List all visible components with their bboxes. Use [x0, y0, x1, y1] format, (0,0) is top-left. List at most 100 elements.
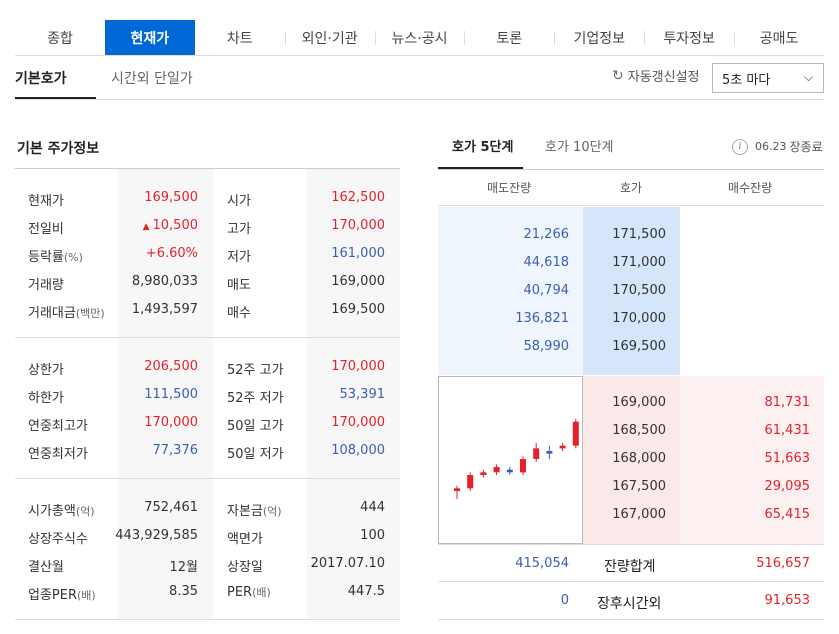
change-rate-label-wrap: 등락률(%) [28, 246, 83, 265]
per-label: PER [227, 585, 253, 600]
info-row: 연중최고가 170,000 50일 고가 170,000 [15, 409, 400, 437]
ask-price: 169,500 [612, 339, 666, 354]
high-value: 170,000 [331, 218, 385, 233]
info-row: 상장주식수 443,929,585 액면가 100 [15, 522, 400, 550]
sub-tab-after-hours[interactable]: 시간외 단일가 [111, 71, 193, 87]
info-row: 거래량 8,980,033 매도 169,000 [15, 268, 400, 296]
tab-foreign-institution[interactable]: 외인·기관 [284, 20, 375, 55]
info-icon[interactable]: i [732, 138, 748, 155]
ask-value: 169,000 [331, 274, 385, 289]
capital-unit: (억) [262, 505, 282, 518]
total-row: 415,054 잔량합계 516,657 [438, 544, 824, 582]
bid-value: 169,500 [331, 302, 385, 317]
market-status: i 06.23 장종료 [732, 138, 823, 155]
low-label: 저가 [227, 250, 251, 265]
total-ask-qty: 415,054 [515, 556, 569, 571]
info-row: 상한가 206,500 52주 고가 170,000 [15, 353, 400, 381]
sub-tab-basic-quote[interactable]: 기본호가 [15, 60, 96, 99]
info-row: 거래대금(백만) 1,493,597 매수 169,500 [15, 296, 400, 324]
tab-summary[interactable]: 종합 [47, 30, 73, 47]
ask-row[interactable]: 136,821 170,000 [438, 305, 824, 333]
section-title: 기본 주가정보 [17, 141, 100, 157]
info-row: 하한가 111,500 52주 저가 53,391 [15, 381, 400, 409]
shade-column [118, 479, 213, 619]
volume-value: 8,980,033 [131, 274, 198, 289]
ask-row[interactable]: 21,266 171,500 [438, 221, 824, 249]
trade-value-label: 거래대금 [28, 306, 76, 321]
w52-high-value: 170,000 [331, 359, 385, 374]
info-row: 현재가 169,500 시가 162,500 [15, 184, 400, 212]
header-bid-qty: 매수잔량 [728, 181, 773, 195]
ask-qty: 21,266 [523, 227, 570, 242]
mini-candle-chart [438, 376, 583, 544]
candle-body [480, 472, 487, 475]
refresh-interval-value: 5초 마다 [722, 72, 771, 88]
w52-low-value: 53,391 [339, 387, 386, 402]
orderbook-tab-5[interactable]: 호가 5단계 [438, 132, 523, 169]
ask-row[interactable]: 58,990 169,500 [438, 333, 824, 361]
ask-qty: 58,990 [523, 339, 570, 354]
tab-news[interactable]: 뉴스·공시 [374, 20, 465, 55]
capital-label-wrap: 자본금(억) [227, 500, 282, 519]
bid-price-area [583, 376, 680, 544]
total-label: 잔량합계 [604, 559, 656, 575]
bid-price: 168,000 [612, 451, 666, 466]
bid-row[interactable]: 167,500 29,095 [438, 473, 824, 501]
market-cap-unit: (억) [75, 505, 95, 518]
sub-tab-bar: 기본호가 시간외 단일가 ↻ 자동갱신설정 5초 마다 ⌵ [15, 60, 824, 100]
tab-chart[interactable]: 차트 [226, 30, 253, 47]
refresh-interval-select[interactable]: 5초 마다 ⌵ [712, 63, 824, 93]
par-value-value: 100 [360, 528, 385, 543]
main-tabs: 종합 현재가 차트 외인·기관 뉴스·공시 토론 기업정보 투자정보 공매도 [15, 20, 824, 56]
mini-chart-svg [454, 419, 579, 499]
ask-row[interactable]: 44,618 171,000 [438, 249, 824, 277]
tab-investment-info[interactable]: 투자정보 [644, 20, 734, 55]
trade-value-label-wrap: 거래대금(백만) [28, 302, 105, 321]
candle-body [546, 451, 553, 454]
high-label: 고가 [227, 222, 251, 237]
market-status-text: 장종료 [789, 140, 823, 154]
tab-company-info[interactable]: 기업정보 [554, 20, 644, 55]
bid-price: 168,500 [612, 423, 666, 438]
fiscal-month-label: 결산월 [28, 560, 64, 575]
tab-discussion[interactable]: 토론 [464, 20, 554, 55]
sector-per-label: 업종PER [28, 588, 78, 603]
after-hours-label: 장후시간외 [597, 596, 662, 612]
w52-high-label: 52주 고가 [227, 363, 284, 378]
upper-limit-label: 상한가 [28, 363, 64, 378]
d50-low-label: 50일 저가 [227, 447, 284, 462]
candle-body [506, 469, 513, 473]
change-rate-unit: (%) [63, 251, 83, 264]
market-date: 06.23 [755, 140, 787, 153]
bid-qty: 51,663 [764, 451, 811, 466]
d50-high-value: 170,000 [331, 415, 385, 430]
tab-current-price[interactable]: 현재가 [104, 20, 195, 55]
bid-row[interactable]: 168,500 61,431 [438, 417, 824, 445]
par-value-label: 액면가 [227, 532, 263, 547]
ask-row[interactable]: 40,794 170,500 [438, 277, 824, 305]
trade-value-unit: (백만) [75, 307, 105, 320]
ask-price-area [583, 207, 680, 375]
info-row: 업종PER(배) 8.35 PER(배) 447.5 [15, 578, 400, 606]
bid-row[interactable]: 168,000 51,663 [438, 445, 824, 473]
tab-short-selling[interactable]: 공매도 [734, 20, 824, 55]
auto-refresh-setting[interactable]: ↻ 자동갱신설정 [612, 66, 700, 86]
candle-body [454, 488, 460, 491]
orderbook-tab-10[interactable]: 호가 10단계 [545, 140, 614, 155]
bid-row[interactable]: 169,000 81,731 [438, 389, 824, 417]
shares-label: 상장주식수 [28, 532, 88, 547]
volume-label: 거래량 [28, 278, 64, 293]
year-high-label: 연중최고가 [28, 419, 88, 434]
low-value: 161,000 [331, 246, 385, 261]
per-unit: (배) [252, 586, 271, 599]
info-row: 연중최저가 77,376 50일 저가 108,000 [15, 437, 400, 465]
lower-limit-label: 하한가 [28, 391, 64, 406]
per-value: 447.5 [347, 584, 385, 599]
shade-column [118, 338, 213, 478]
market-cap-label: 시가총액 [28, 504, 76, 519]
capital-label: 자본금 [227, 504, 263, 519]
candle-body [559, 445, 566, 449]
sector-per-value: 8.35 [169, 584, 198, 599]
company-info-block: 시가총액(억) 752,461 자본금(억) 444 상장주식수 443,929… [15, 479, 400, 620]
bid-row[interactable]: 167,000 65,415 [438, 501, 824, 529]
